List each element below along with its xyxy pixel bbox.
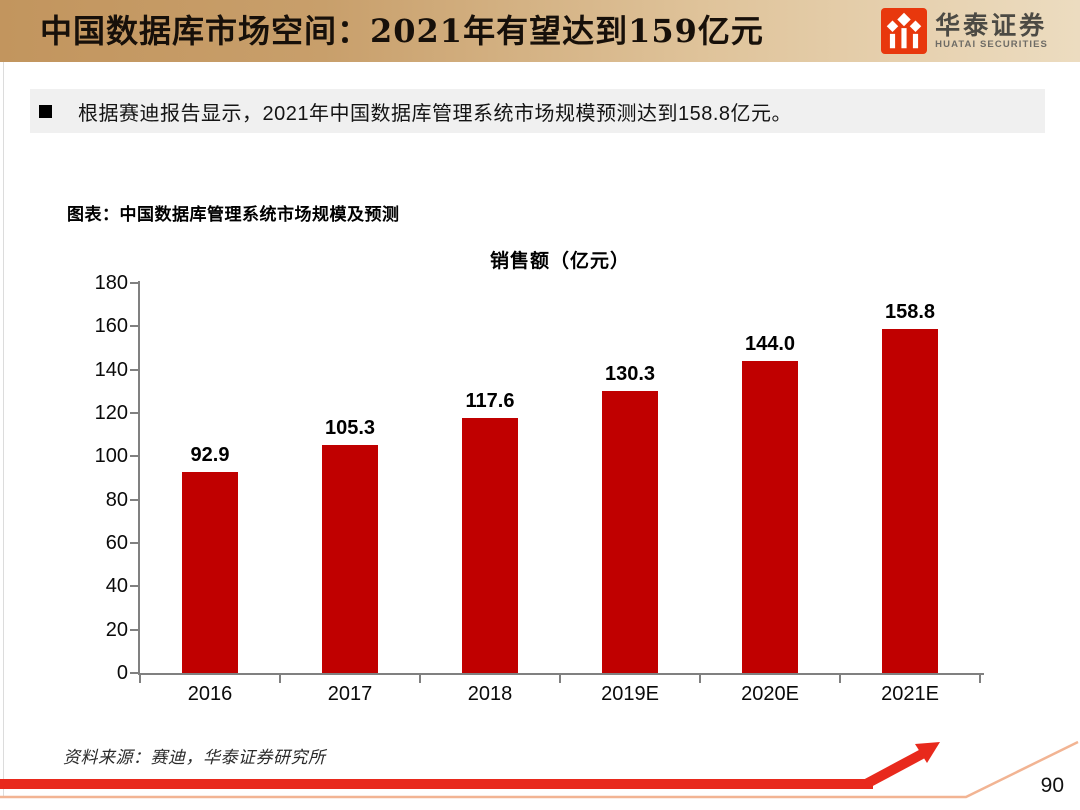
y-axis-tick [130,542,138,544]
huatai-logo-text: 华泰证券 HUATAI SECURITIES [935,12,1048,51]
x-axis-tick [419,675,421,683]
y-axis-tick [130,325,138,328]
x-axis-tick [699,675,701,683]
huatai-logo-icon [881,8,928,54]
huatai-logo: 华泰证券 HUATAI SECURITIES [881,8,1048,54]
page-title: 中国数据库市场空间：2021年有望达到159亿元 [40,12,764,50]
y-axis-tick [130,672,138,674]
logo-name-cn: 华泰证券 [935,10,1048,40]
y-axis-tick-label: 160 [94,315,128,338]
y-axis-tick [130,628,138,631]
bar-2019E [602,390,658,673]
chart-title: 销售额（亿元） [489,251,630,272]
y-axis-tick [130,282,138,284]
page-left-border [3,62,4,798]
y-axis-tick-label: 180 [94,272,128,294]
x-axis-tick [279,675,281,683]
x-axis-tick-label: 2018 [467,683,513,705]
bar-value-label: 130.3 [604,362,656,385]
bar-value-label: 158.8 [884,300,936,323]
x-axis-tick-label: 2020E [741,683,799,705]
y-axis-tick [130,412,138,414]
y-axis-tick-label: 120 [94,402,128,424]
summary-text: 根据赛迪报告显示，2021年中国数据库管理系统市场规模预测达到158.8亿元。 [78,102,793,125]
bar-2016 [182,471,238,673]
bar-2017 [322,444,378,673]
bar-value-label: 144.0 [744,333,796,355]
bar-2020E [742,361,798,673]
bar-2021E [882,328,938,673]
x-axis-tick [979,675,981,683]
header-band: 中国数据库市场空间：2021年有望达到159亿元 华泰证券 HUATAI SEC… [0,0,1080,62]
figure-caption: 图表：中国数据库管理系统市场规模及预测 [67,205,400,224]
x-axis-tick [139,675,141,683]
y-axis-tick-label: 40 [105,575,128,598]
bar-value-label: 105.3 [324,416,376,439]
bar-2018 [462,418,518,673]
y-axis-tick [130,368,138,371]
arrow-shaft [863,749,925,789]
bottom-arrow-decoration [0,740,1079,799]
x-axis-tick [559,675,561,683]
logo-name-en: HUATAI SECURITIES [935,38,1048,50]
x-axis-tick-label: 2016 [187,683,233,705]
y-axis-labels: 0 20 40 60 80 100 120 140 160 180 [70,272,128,684]
source-note: 资料来源：赛迪，华泰证券研究所 [63,748,326,768]
bar-value-label: 92.9 [190,443,230,466]
bullet-square-icon [39,104,52,118]
y-axis-tick-label: 60 [105,532,128,554]
page-number: 90 [1040,774,1064,797]
bar-value-label: 117.6 [465,390,515,413]
arrow-head-icon [915,742,940,763]
x-axis-tick [839,675,841,683]
x-axis-tick-label: 2021E [881,683,939,705]
y-axis-tick [130,498,138,501]
x-axis-tick-label: 2017 [327,683,373,705]
y-axis-line [138,281,140,675]
x-axis-tick-label: 2019E [601,683,659,705]
y-axis-tick [130,585,138,588]
y-axis-tick [130,455,138,458]
y-axis-tick-label: 100 [94,445,128,468]
y-axis-tick-label: 0 [116,662,128,684]
salmon-line [0,740,1079,799]
x-axis-line [138,673,984,675]
y-axis-tick-label: 140 [94,358,128,381]
bar-chart-plot: 92.9 2016 105.3 2017 117.6 2018 130.3 2019E 144.… [130,281,984,705]
y-axis-tick-label: 80 [105,488,128,511]
y-axis-tick-label: 20 [105,618,128,641]
summary-bullet-box: 根据赛迪报告显示，2021年中国数据库管理系统市场规模预测达到158.8亿元。 [30,89,1045,133]
red-bar [0,779,873,789]
